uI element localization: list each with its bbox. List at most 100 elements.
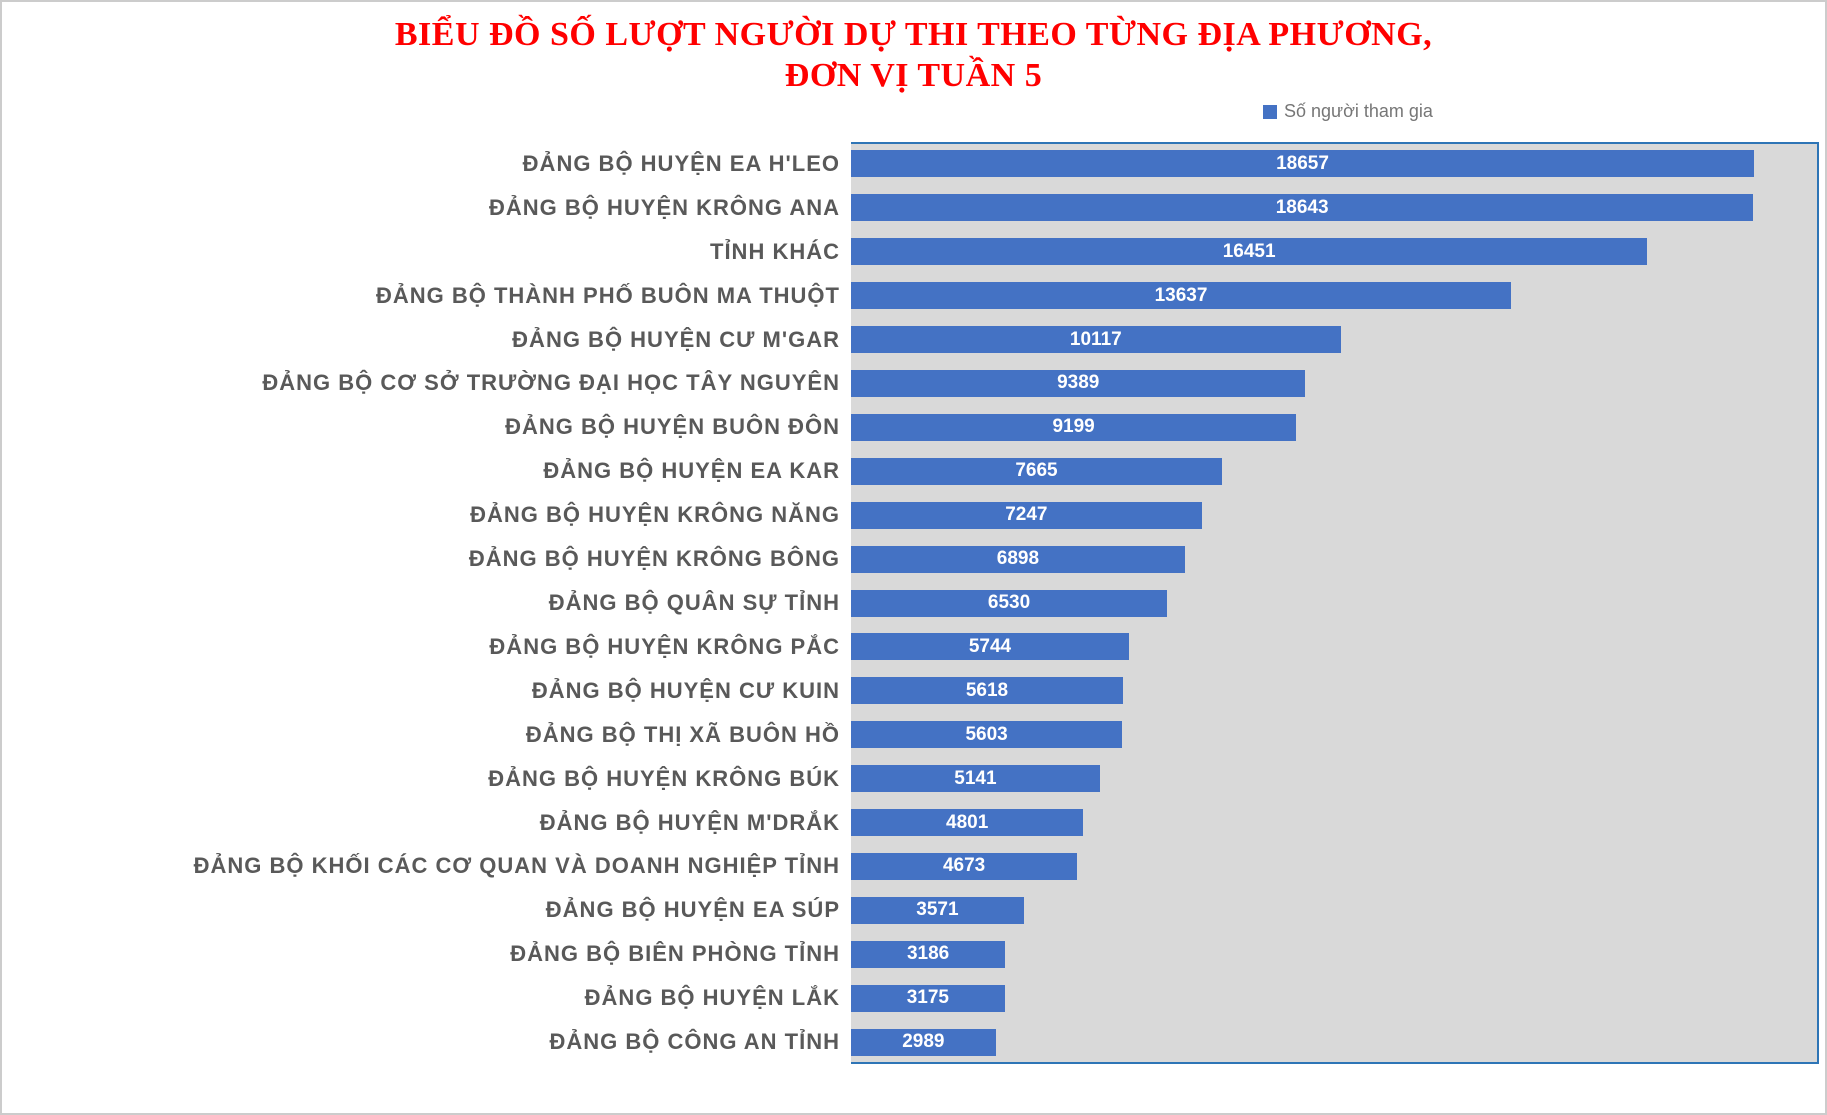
bar: 6530	[851, 589, 1168, 617]
bar: 9199	[851, 413, 1297, 441]
bar-track: 5618	[851, 669, 1819, 713]
bar-row: ĐẢNG BỘ HUYỆN M'DRẮK 4801	[2, 801, 1819, 845]
category-label: ĐẢNG BỘ CƠ SỞ TRƯỜNG ĐẠI HỌC TÂY NGUYÊN	[262, 370, 840, 396]
category-label: ĐẢNG BỘ HUYỆN KRÔNG BÔNG	[468, 546, 840, 572]
bar-row: ĐẢNG BỘ QUÂN SỰ TỈNH 6530	[2, 581, 1819, 625]
bar-track: 3186	[851, 932, 1819, 976]
bar-value-label: 6898	[996, 548, 1040, 570]
bar: 18657	[851, 150, 1754, 178]
bar: 7665	[851, 457, 1222, 485]
bar-track: 5744	[851, 625, 1819, 669]
category-label: ĐẢNG BỘ THỊ XÃ BUÔN HỒ	[525, 721, 840, 747]
bar-track: 3571	[851, 888, 1819, 932]
bar-value-label: 9389	[1057, 372, 1100, 394]
bar-value-label: 5618	[965, 679, 1009, 701]
bar-value-label: 9199	[1052, 416, 1095, 438]
bar: 3571	[851, 896, 1024, 924]
category-label: ĐẢNG BỘ HUYỆN EA SÚP	[545, 897, 840, 923]
chart-title-line2: ĐƠN VỊ TUẦN 5	[784, 57, 1043, 95]
bar-row: ĐẢNG BỘ HUYỆN LẮK 3175	[2, 976, 1819, 1020]
bar: 5744	[851, 633, 1129, 661]
bar-value-label: 4673	[942, 855, 986, 877]
bar: 3175	[851, 984, 1005, 1012]
bar-track: 9389	[851, 362, 1819, 406]
bar-value-label: 5744	[968, 635, 1012, 657]
bar-value-label: 3175	[906, 987, 949, 1009]
bar: 4673	[851, 852, 1078, 880]
bar-row: ĐẢNG BỘ HUYỆN KRÔNG NĂNG 7247	[2, 493, 1819, 537]
bar-row: ĐẢNG BỘ HUYỆN CƯ M'GAR 10117	[2, 318, 1819, 362]
bar-track: 4801	[851, 801, 1819, 845]
bar-value-label: 7665	[1015, 460, 1058, 482]
bar: 13637	[851, 282, 1512, 310]
bar-row: ĐẢNG BỘ HUYỆN BUÔN ĐÔN 9199	[2, 405, 1819, 449]
category-label: ĐẢNG BỘ KHỐI CÁC CƠ QUAN VÀ DOANH NGHIỆP…	[193, 853, 840, 879]
bar: 5618	[851, 677, 1123, 705]
bar-value-label: 10117	[1069, 328, 1122, 350]
category-label: TỈNH KHÁC	[710, 238, 840, 264]
bar-value-label: 16451	[1222, 240, 1276, 262]
bar-row: ĐẢNG BỘ CÔNG AN TỈNH 2989	[2, 1020, 1819, 1064]
bar-track: 18643	[851, 186, 1819, 230]
category-label: ĐẢNG BỘ HUYỆN KRÔNG ANA	[489, 194, 840, 220]
category-label: ĐẢNG BỘ HUYỆN EA H'LEO	[522, 150, 840, 176]
category-label: ĐẢNG BỘ HUYỆN CƯ KUIN	[531, 677, 840, 703]
bar-row: ĐẢNG BỘ THỊ XÃ BUÔN HỒ 5603	[2, 713, 1819, 757]
bar: 4801	[851, 809, 1084, 837]
bar-value-label: 6530	[987, 592, 1031, 614]
bar: 9389	[851, 369, 1306, 397]
bar-row: ĐẢNG BỘ HUYỆN EA SÚP 3571	[2, 888, 1819, 932]
legend-label: Số người tham gia	[1284, 101, 1433, 121]
bar-value-label: 3571	[916, 899, 959, 921]
category-label: ĐẢNG BỘ HUYỆN KRÔNG BÚK	[488, 765, 840, 791]
bar-value-label: 4801	[946, 811, 989, 833]
bar-track: 6530	[851, 581, 1819, 625]
bar-track: 6898	[851, 537, 1819, 581]
category-label: ĐẢNG BỘ HUYỆN M'DRẮK	[539, 809, 840, 835]
category-label: ĐẢNG BỘ THÀNH PHỐ BUÔN MA THUỘT	[375, 282, 840, 308]
bar-value-label: 5141	[954, 767, 997, 789]
bar-value-label: 2989	[902, 1031, 945, 1053]
bar-value-label: 7247	[1005, 504, 1048, 526]
bar-track: 10117	[851, 318, 1819, 362]
bar-track: 5603	[851, 713, 1819, 757]
category-label: ĐẢNG BỘ HUYỆN KRÔNG PẮC	[489, 633, 840, 659]
category-label: ĐẢNG BỘ QUÂN SỰ TỈNH	[548, 590, 840, 616]
bar-row: TỈNH KHÁC 16451	[2, 230, 1819, 274]
bar-row: ĐẢNG BỘ HUYỆN CƯ KUIN 5618	[2, 669, 1819, 713]
bar: 3186	[851, 940, 1006, 968]
bar-track: 9199	[851, 405, 1819, 449]
category-label: ĐẢNG BỘ CÔNG AN TỈNH	[549, 1029, 840, 1055]
category-label: ĐẢNG BỘ HUYỆN LẮK	[584, 985, 840, 1011]
bar-track: 3175	[851, 976, 1819, 1020]
bar: 6898	[851, 545, 1185, 573]
bar-track: 18657	[851, 142, 1819, 186]
bar: 2989	[851, 1028, 996, 1056]
bar-track: 7665	[851, 449, 1819, 493]
bar: 10117	[851, 326, 1341, 354]
bar-row: ĐẢNG BỘ HUYỆN KRÔNG ANA 18643	[2, 186, 1819, 230]
category-label: ĐẢNG BỘ HUYỆN EA KAR	[543, 458, 840, 484]
bar-row: ĐẢNG BỘ BIÊN PHÒNG TỈNH 3186	[2, 932, 1819, 976]
legend-swatch-icon	[1263, 104, 1277, 119]
category-label: ĐẢNG BỘ HUYỆN KRÔNG NĂNG	[470, 502, 840, 528]
bar-value-label: 18643	[1275, 196, 1329, 218]
bar-track: 4673	[851, 845, 1819, 889]
category-label: ĐẢNG BỘ HUYỆN BUÔN ĐÔN	[505, 414, 840, 440]
bar-track: 7247	[851, 493, 1819, 537]
bar-value-label: 3186	[906, 943, 950, 965]
bar-value-label: 13637	[1154, 284, 1208, 306]
bar-row: ĐẢNG BỘ THÀNH PHỐ BUÔN MA THUỘT 13637	[2, 274, 1819, 318]
bar: 7247	[851, 501, 1202, 529]
bar-row: ĐẢNG BỘ HUYỆN KRÔNG BÚK 5141	[2, 757, 1819, 801]
bar-row: ĐẢNG BỘ KHỐI CÁC CƠ QUAN VÀ DOANH NGHIỆP…	[2, 845, 1819, 889]
bar-row: ĐẢNG BỘ HUYỆN EA H'LEO 18657	[2, 142, 1819, 186]
bar-value-label: 5603	[965, 723, 1008, 745]
bar: 5141	[851, 765, 1100, 793]
bar-track: 2989	[851, 1020, 1819, 1064]
bar-track: 5141	[851, 757, 1819, 801]
bar-rows: ĐẢNG BỘ HUYỆN EA H'LEO 18657 ĐẢNG BỘ HUYỆN…	[2, 142, 1819, 1064]
bar-row: ĐẢNG BỘ HUYỆN EA KAR 7665	[2, 449, 1819, 493]
category-label: ĐẢNG BỘ BIÊN PHÒNG TỈNH	[510, 941, 840, 967]
